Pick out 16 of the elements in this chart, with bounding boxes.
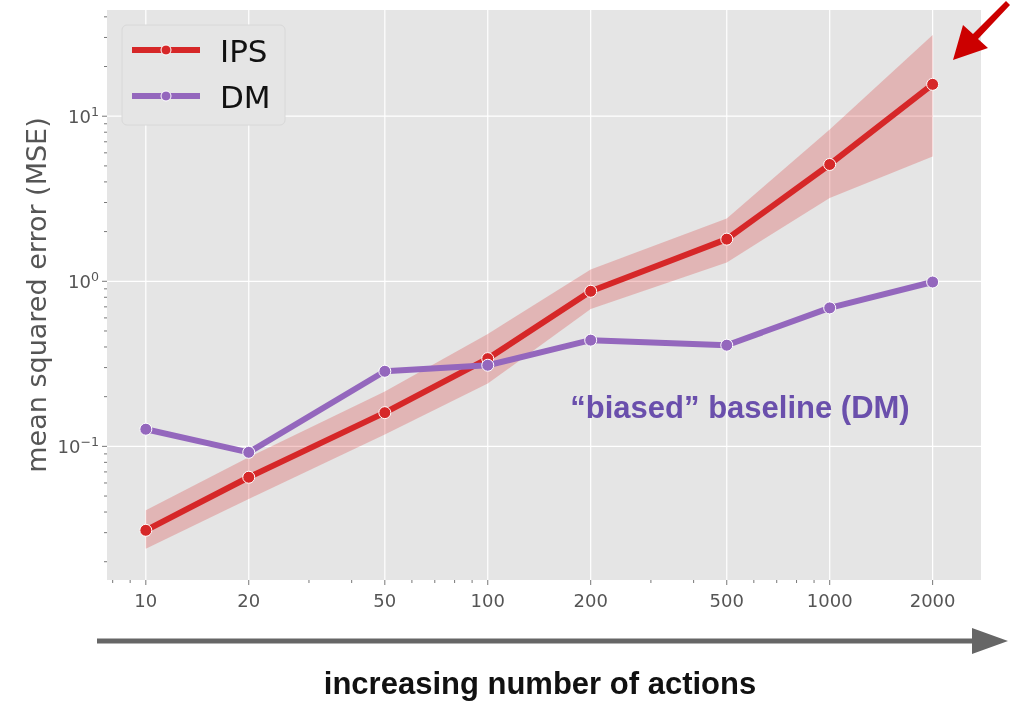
x-axis-title: increasing number of actions [323,666,757,701]
x-tick-label: 2000 [909,590,956,611]
y-tick-label: 10$^{0}$ [68,268,99,293]
x-tick-label: 500 [709,590,744,611]
y-tick-label: 10$^{1}$ [68,103,99,128]
legend-label: IPS [220,33,268,69]
x-tick-label: 10 [134,590,158,611]
y-tick-label: 10$^{−1}$ [57,433,99,458]
annotation: “biased” baseline (DM) [570,390,910,425]
x-tick-label: 20 [237,590,261,611]
legend-label: DM [220,79,271,115]
x-tick-label: 50 [373,590,397,611]
x-tick-label: 1000 [806,590,853,611]
x-tick-label: 100 [470,590,505,611]
y-axis-title: mean squared error (MSE) [21,117,52,473]
x-tick-label: 200 [573,590,608,611]
